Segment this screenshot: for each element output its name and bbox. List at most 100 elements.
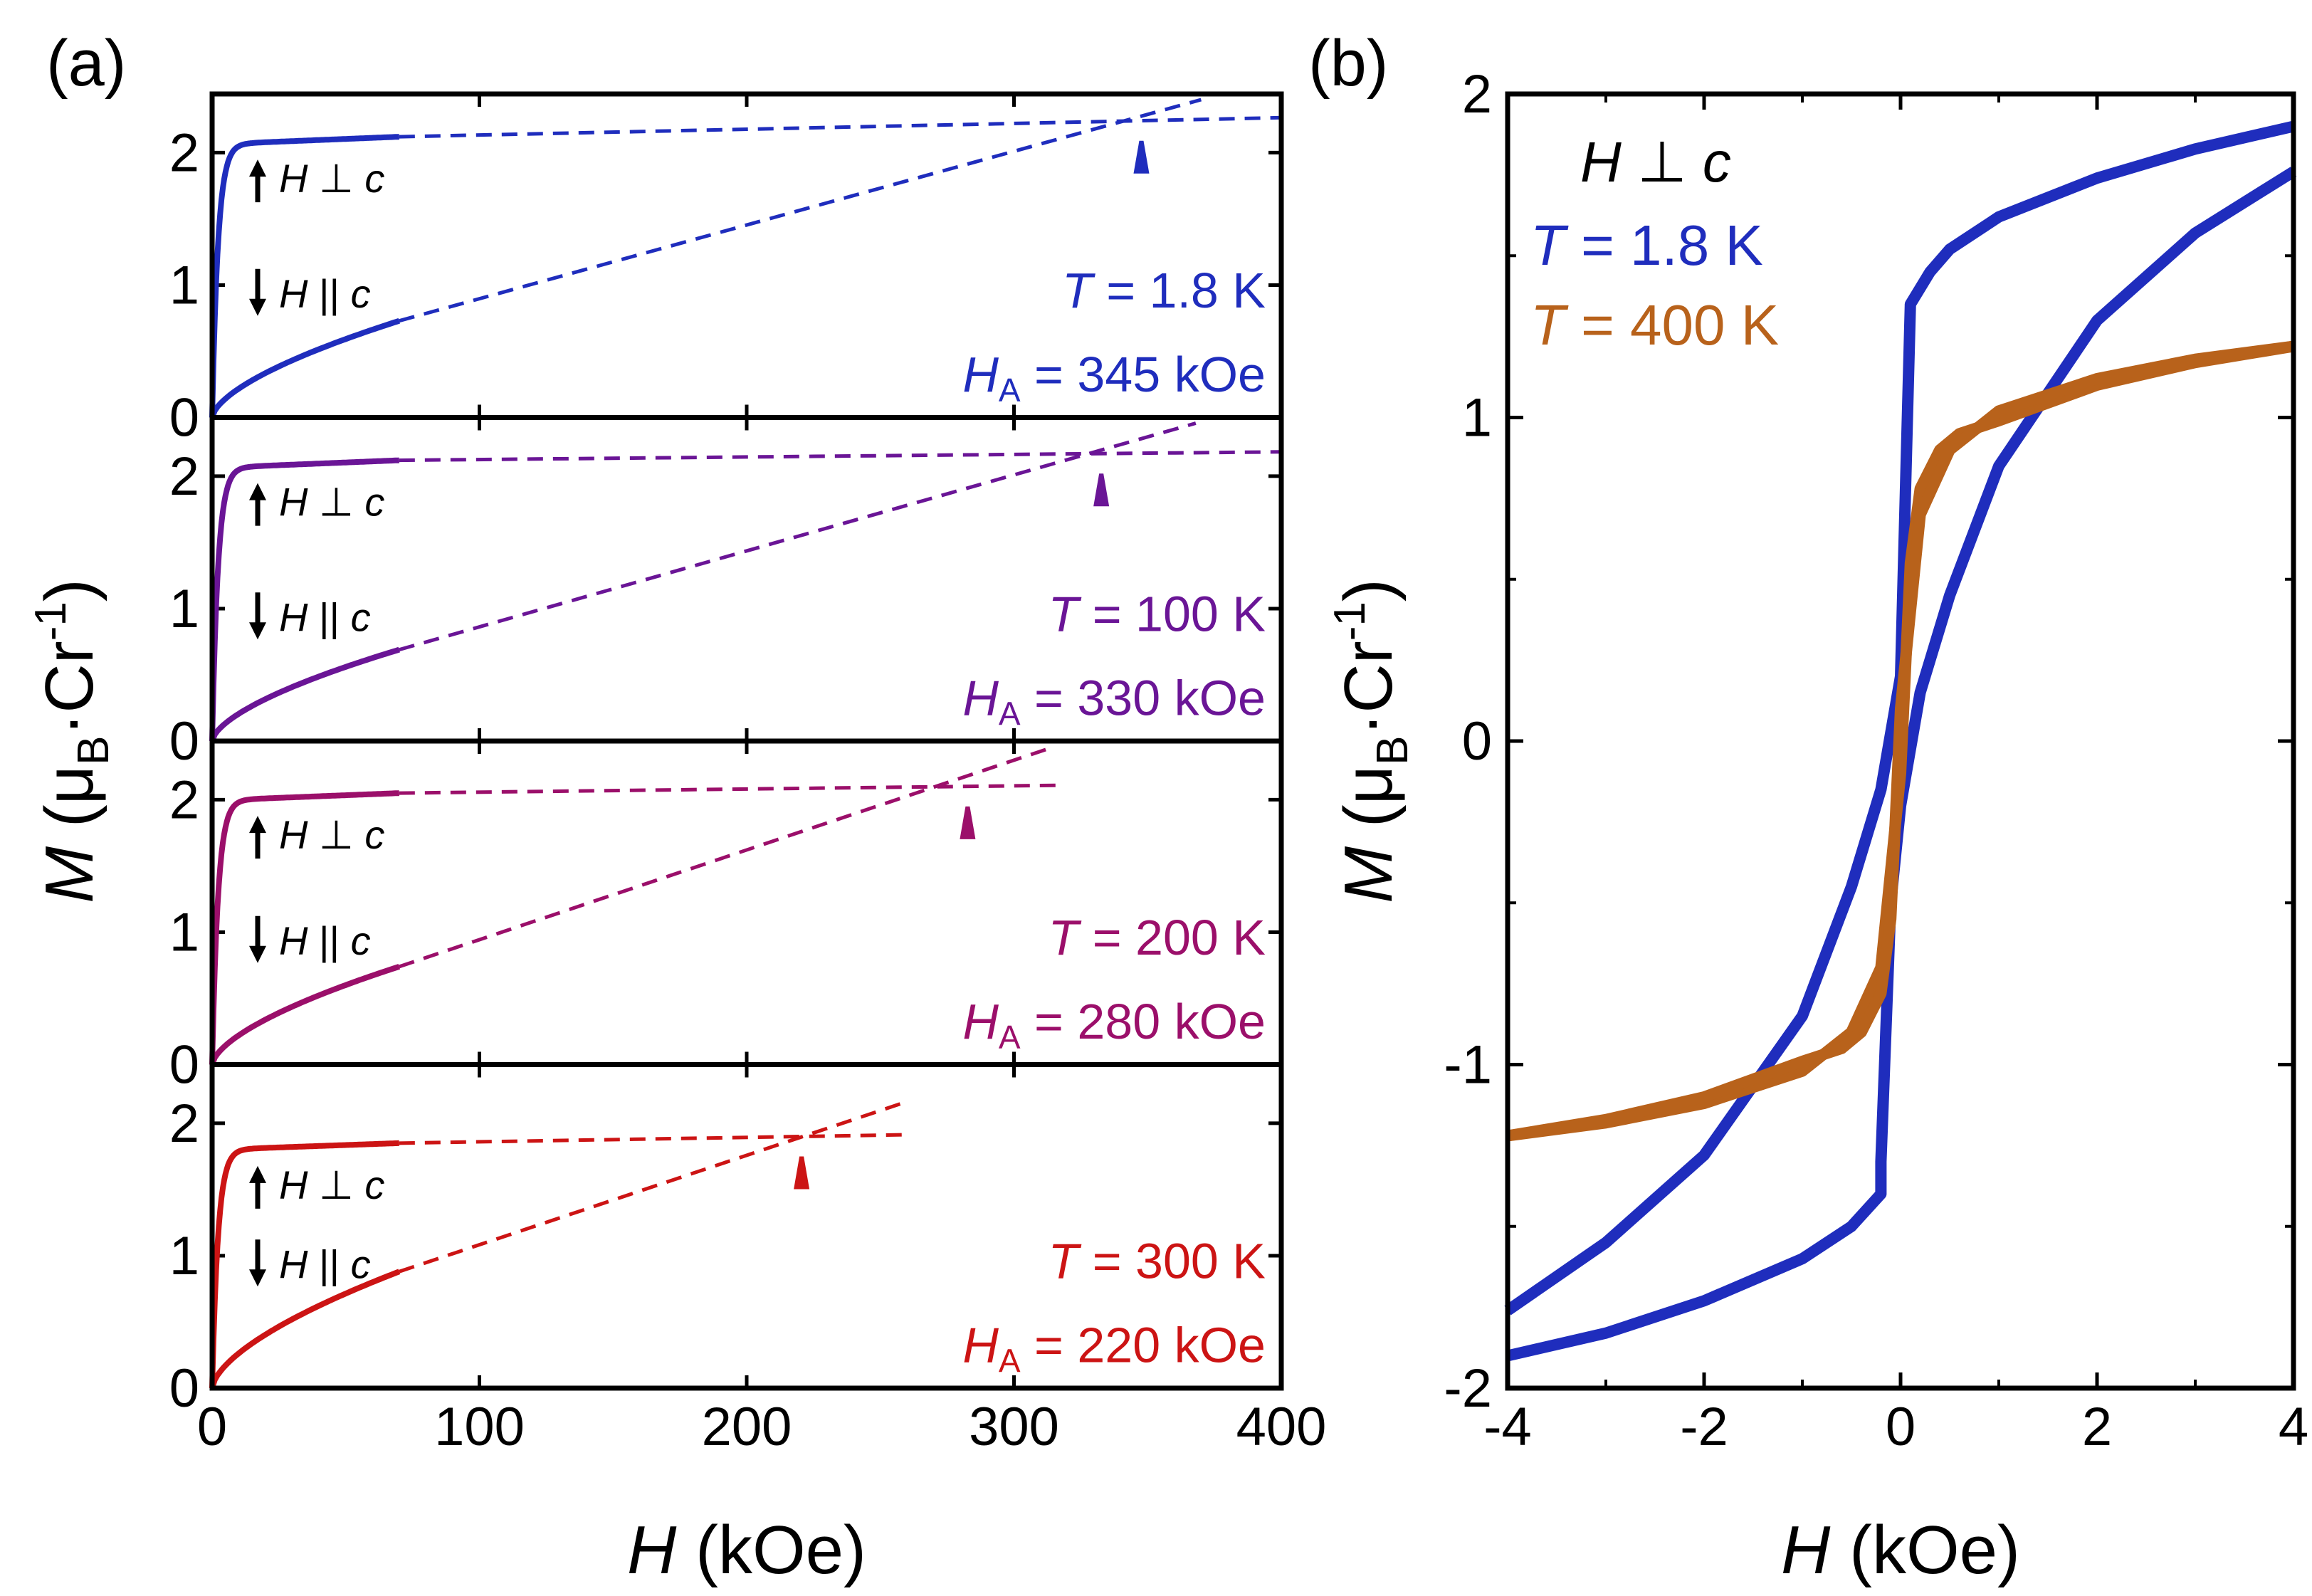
legend-title-var: H xyxy=(1580,130,1637,194)
par-label-axis: c xyxy=(340,271,371,316)
par-label: H || c xyxy=(279,918,371,963)
anisotropy-sub: A xyxy=(999,695,1021,733)
temperature-label: T = 200 K xyxy=(1049,910,1266,965)
subplot-frame xyxy=(209,1062,1284,1391)
par-label-axis: c xyxy=(340,918,371,963)
par-arrow-head xyxy=(249,1269,266,1287)
anisotropy-value: = 345 kOe xyxy=(1021,347,1266,402)
x-tick-label: 0 xyxy=(1886,1397,1916,1457)
y-tick-label: 2 xyxy=(169,1093,199,1154)
legend-entry-var: T xyxy=(1530,293,1569,357)
temperature-value: = 300 K xyxy=(1078,1233,1266,1288)
perp-label: H ⊥ c xyxy=(279,156,384,201)
panel-b-y-axis-label-close: ) xyxy=(1330,579,1407,602)
par-curve xyxy=(209,1269,401,1390)
par-label-sym: || xyxy=(319,1241,340,1286)
anisotropy-var: H xyxy=(962,1318,999,1373)
perp-label-sym: ⊥ xyxy=(319,1162,354,1207)
par-label-axis: c xyxy=(340,1241,371,1286)
anisotropy-var: H xyxy=(962,347,999,402)
y-tick-label: 1 xyxy=(169,1226,199,1286)
panel-b-y-axis-label-mu: (μ xyxy=(1330,765,1407,846)
par-curve xyxy=(209,646,401,742)
perp-arrow-head xyxy=(249,483,266,500)
x-tick-label: 300 xyxy=(969,1397,1059,1457)
anisotropy-field-marker xyxy=(1093,473,1110,507)
perp-label-sym: ⊥ xyxy=(319,156,354,201)
y-tick-label: 0 xyxy=(169,1035,199,1096)
par-label: H || c xyxy=(279,271,371,316)
panel-a-y-axis-label-close: ) xyxy=(31,579,107,602)
anisotropy-field-marker xyxy=(960,806,976,839)
loop-lower-branch xyxy=(1506,340,2295,1142)
perp-extrapolation xyxy=(399,450,1282,463)
y-tick-label: 1 xyxy=(1462,388,1492,448)
y-tick-label: 0 xyxy=(169,711,199,772)
anisotropy-sub: A xyxy=(999,1019,1021,1056)
panel-b-frame xyxy=(1505,91,2296,1391)
y-tick-label: 0 xyxy=(169,1358,199,1419)
panel-a-y-axis-label-sup: -1 xyxy=(26,602,75,641)
anisotropy-sub: A xyxy=(999,1343,1021,1380)
temperature-var: T xyxy=(1049,910,1082,965)
perp-extrapolation xyxy=(399,1133,902,1145)
y-tick-label: 0 xyxy=(1462,711,1492,772)
y-tick-label: 2 xyxy=(169,446,199,507)
anisotropy-sub: A xyxy=(999,372,1021,409)
par-arrow-head xyxy=(249,622,266,640)
par-arrow-head xyxy=(249,298,266,316)
panel-b-x-axis-label-var: H xyxy=(1781,1512,1831,1588)
par-label-sym: || xyxy=(319,918,340,963)
perp-extrapolation xyxy=(399,783,1063,795)
par-arrow-head xyxy=(249,945,266,963)
perp-curve xyxy=(209,1140,400,1389)
panel-a-y-axis-label: M (μB·Cr-1) xyxy=(26,579,118,903)
anisotropy-value: = 220 kOe xyxy=(1021,1318,1266,1373)
panel-b-x-axis-label-unit: (kOe) xyxy=(1830,1512,2020,1588)
par-label-sym: || xyxy=(319,271,340,316)
x-tick-label: -4 xyxy=(1483,1397,1532,1457)
par-label-var: H xyxy=(279,918,319,963)
par-curve xyxy=(209,317,401,419)
par-label-var: H xyxy=(279,594,319,639)
legend-entry-var: T xyxy=(1530,214,1569,277)
anisotropy-field-marker xyxy=(1133,140,1150,174)
y-tick-label: -1 xyxy=(1444,1035,1492,1096)
temperature-label: T = 1.8 K xyxy=(1062,263,1266,318)
perp-extrapolation xyxy=(399,115,1282,139)
panel-b-y-axis-label-var: M xyxy=(1330,846,1407,903)
legend-title-axis: c xyxy=(1687,130,1731,194)
y-tick-label: 2 xyxy=(169,122,199,183)
y-tick-label: -2 xyxy=(1444,1358,1492,1419)
perp-label-axis: c xyxy=(354,1162,385,1207)
x-tick-label: 200 xyxy=(702,1397,792,1457)
perp-label-var: H xyxy=(279,480,319,525)
x-tick-label: 4 xyxy=(2279,1397,2308,1457)
temperature-value: = 200 K xyxy=(1078,910,1266,965)
x-tick-label: 2 xyxy=(2082,1397,2112,1457)
perp-arrow-head xyxy=(249,1165,266,1183)
par-label-sym: || xyxy=(319,594,340,639)
temperature-var: T xyxy=(1062,263,1095,318)
par-label: H || c xyxy=(279,594,371,639)
panel-b-label: (b) xyxy=(1308,27,1388,100)
perp-label: H ⊥ c xyxy=(279,812,384,857)
anisotropy-field-label: HA = 345 kOe xyxy=(962,347,1266,409)
par-label-var: H xyxy=(279,271,319,316)
par-extrapolation xyxy=(399,421,1197,652)
par-label: H || c xyxy=(279,1241,371,1286)
temperature-value: = 100 K xyxy=(1078,586,1266,641)
anisotropy-value: = 330 kOe xyxy=(1021,671,1266,726)
x-tick-label: -2 xyxy=(1680,1397,1728,1457)
anisotropy-field-marker xyxy=(794,1156,810,1190)
perp-label-sym: ⊥ xyxy=(319,812,354,857)
perp-label-sym: ⊥ xyxy=(319,480,354,525)
perp-arrow-head xyxy=(249,816,266,834)
legend-entry-value: = 400 K xyxy=(1565,293,1779,357)
panel-b-y-axis-label-sup: -1 xyxy=(1325,602,1375,641)
